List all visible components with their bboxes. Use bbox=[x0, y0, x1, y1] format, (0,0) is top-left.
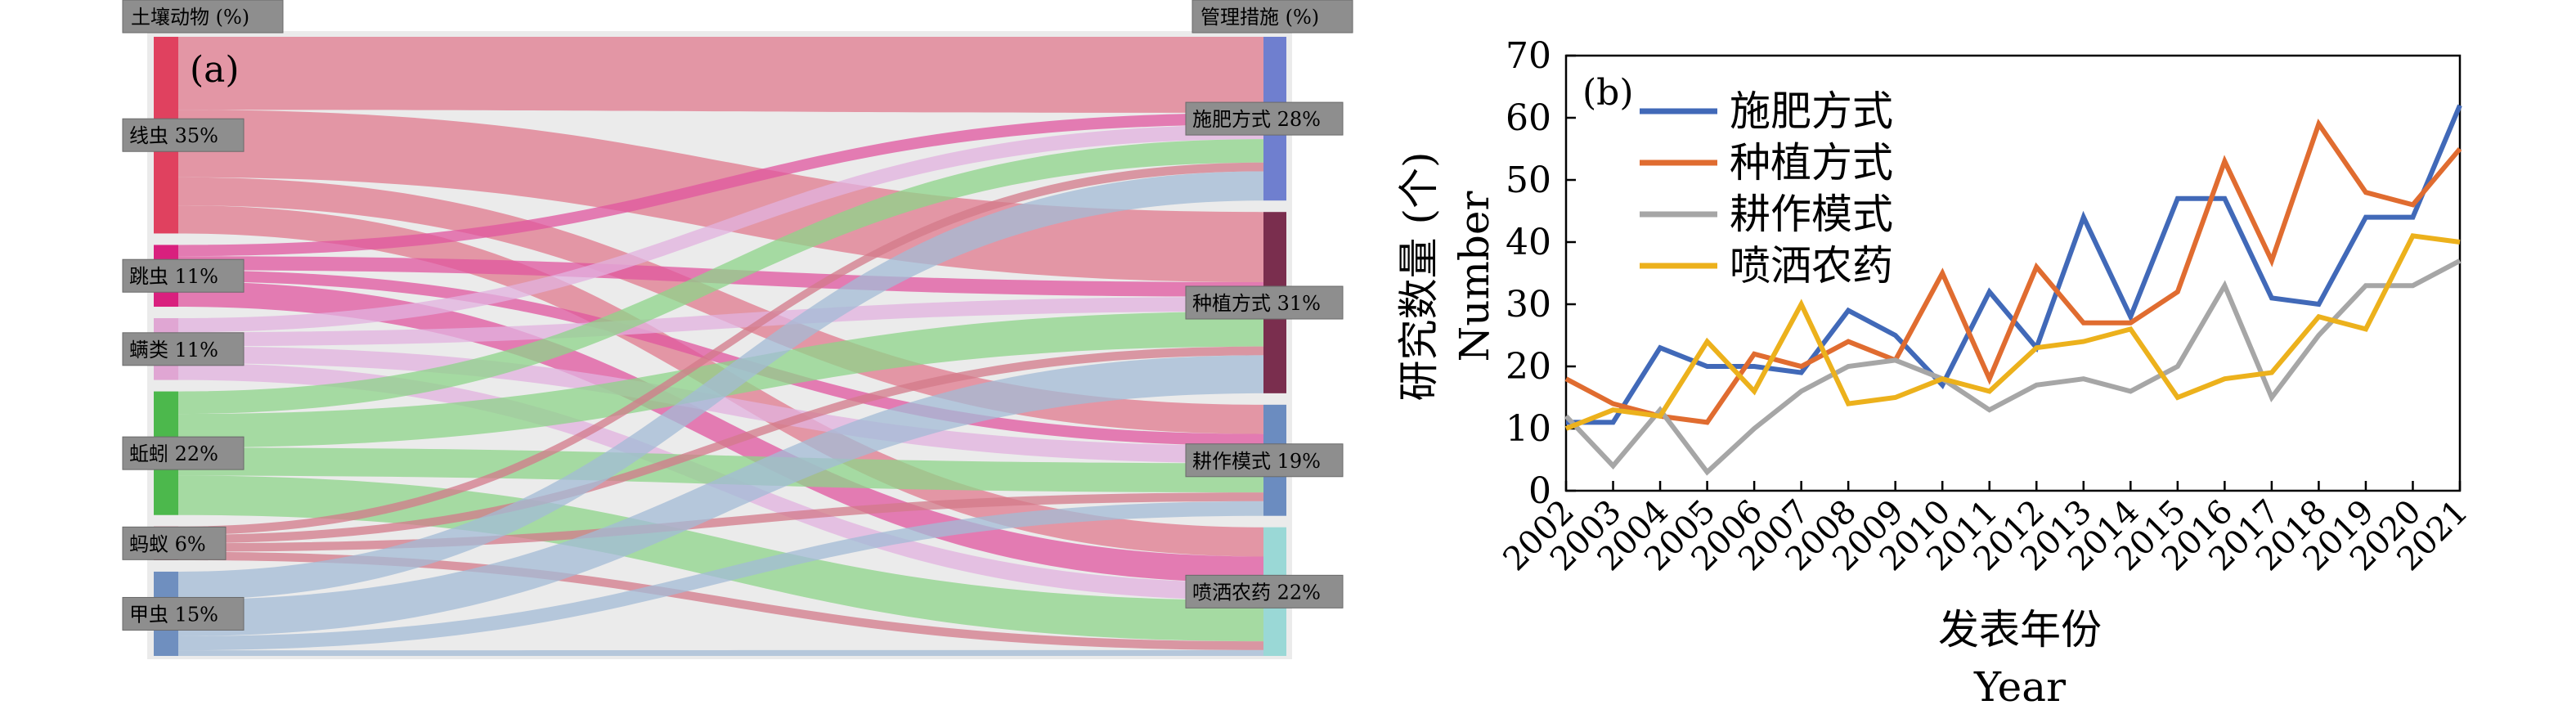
sankey-node-label: 喷洒农药 22% bbox=[1192, 581, 1321, 604]
legend-label: 喷洒农药 bbox=[1730, 242, 1893, 290]
sankey-node-label-bg bbox=[122, 332, 245, 366]
sankey-flow bbox=[178, 162, 1263, 536]
sankey-flow bbox=[178, 112, 1263, 257]
sankey-node-label-bg bbox=[1185, 574, 1344, 608]
sankey-node-label-bg bbox=[1185, 101, 1344, 136]
sankey-flow bbox=[178, 355, 1263, 636]
line-panel-label: (b) bbox=[1582, 72, 1634, 114]
sankey-node-label-bg bbox=[122, 436, 245, 470]
sankey-flow bbox=[178, 551, 1263, 650]
legend-label: 种植方式 bbox=[1730, 139, 1893, 186]
sankey-flow bbox=[178, 139, 1263, 415]
y-tick-label: 30 bbox=[1506, 284, 1551, 326]
sankey-labels: 线虫 35% 跳虫 11% 螨类 11% 蚯蚓 22% 蚂蚁 6% 甲虫 15% 施肥方式 … bbox=[122, 0, 1353, 631]
series-line bbox=[1564, 233, 2461, 431]
sankey-node-label: 蚯蚓 22% bbox=[129, 442, 218, 465]
y-tick-label: 40 bbox=[1506, 222, 1551, 263]
sankey-node-label-bg bbox=[1185, 443, 1344, 478]
line-panel: 0102030405060702002200320042005200620072… bbox=[1395, 35, 2475, 711]
series-line bbox=[1564, 258, 2462, 476]
sankey-header-bg bbox=[1192, 0, 1353, 34]
sankey-header: 土壤动物 (%) bbox=[131, 6, 249, 29]
sankey-node-label-bg bbox=[1185, 285, 1344, 320]
sankey-flow bbox=[178, 492, 1263, 552]
legend-label: 耕作模式 bbox=[1730, 191, 1893, 238]
sankey-node-label: 种植方式 31% bbox=[1192, 292, 1321, 315]
sankey-node-label: 螨类 11% bbox=[129, 339, 218, 361]
sankey-flow bbox=[178, 346, 1263, 464]
sankey-node-label-bg bbox=[122, 526, 227, 560]
sankey-flow bbox=[178, 447, 1263, 493]
sankey-flow bbox=[178, 37, 1263, 113]
sankey-panel-label: (a) bbox=[190, 49, 240, 91]
sankey-flow bbox=[178, 177, 1263, 434]
sankey-flow bbox=[178, 296, 1263, 347]
x-axis-title: 发表年份 bbox=[1938, 606, 2102, 653]
y-tick-label: 50 bbox=[1506, 159, 1551, 201]
sankey-flow bbox=[178, 270, 1263, 446]
y-axis-title-en: Number bbox=[1451, 191, 1498, 361]
sankey-flow bbox=[178, 171, 1263, 600]
line-axes: 0102030405060702002200320042005200620072… bbox=[1497, 35, 2476, 578]
plot-frame bbox=[1564, 54, 2462, 492]
y-tick-label: 10 bbox=[1506, 408, 1551, 450]
sankey-flows bbox=[178, 37, 1263, 656]
sankey-node-label: 跳虫 11% bbox=[129, 265, 218, 288]
y-tick-label: 20 bbox=[1506, 346, 1551, 388]
y-tick-label: 0 bbox=[1528, 470, 1551, 512]
sankey-flow bbox=[178, 346, 1263, 544]
sankey-node-label-bg bbox=[122, 258, 245, 293]
sankey-header-bg bbox=[122, 0, 284, 34]
sankey-header: 管理措施 (%) bbox=[1200, 6, 1319, 29]
sankey-node-label: 蚂蚁 6% bbox=[129, 532, 206, 555]
series-line bbox=[1564, 118, 2462, 425]
legend-label: 施肥方式 bbox=[1730, 88, 1893, 135]
sankey-node-label: 耕作模式 19% bbox=[1192, 450, 1321, 473]
sankey-flow bbox=[178, 281, 1263, 583]
sankey-flow bbox=[178, 649, 1263, 656]
sankey-node-label: 施肥方式 28% bbox=[1192, 108, 1321, 131]
sankey-node-label-bg bbox=[122, 596, 245, 631]
sankey-flow bbox=[178, 124, 1263, 333]
sankey-panel: 线虫 35% 跳虫 11% 螨类 11% 蚯蚓 22% 蚂蚁 6% 甲虫 15% 施肥方式 … bbox=[122, 0, 1353, 659]
sankey-node-label-bg bbox=[122, 118, 245, 152]
y-tick-label: 70 bbox=[1506, 35, 1551, 77]
sankey-node-label: 甲虫 15% bbox=[129, 603, 218, 626]
line-series bbox=[1564, 104, 2462, 476]
y-axis-title: 研究数量 (个) bbox=[1395, 152, 1443, 402]
x-axis-title-en: Year bbox=[1973, 663, 2066, 711]
sankey-node-label: 线虫 35% bbox=[129, 124, 218, 147]
sankey-flow bbox=[178, 501, 1263, 651]
y-tick-label: 60 bbox=[1506, 97, 1551, 139]
